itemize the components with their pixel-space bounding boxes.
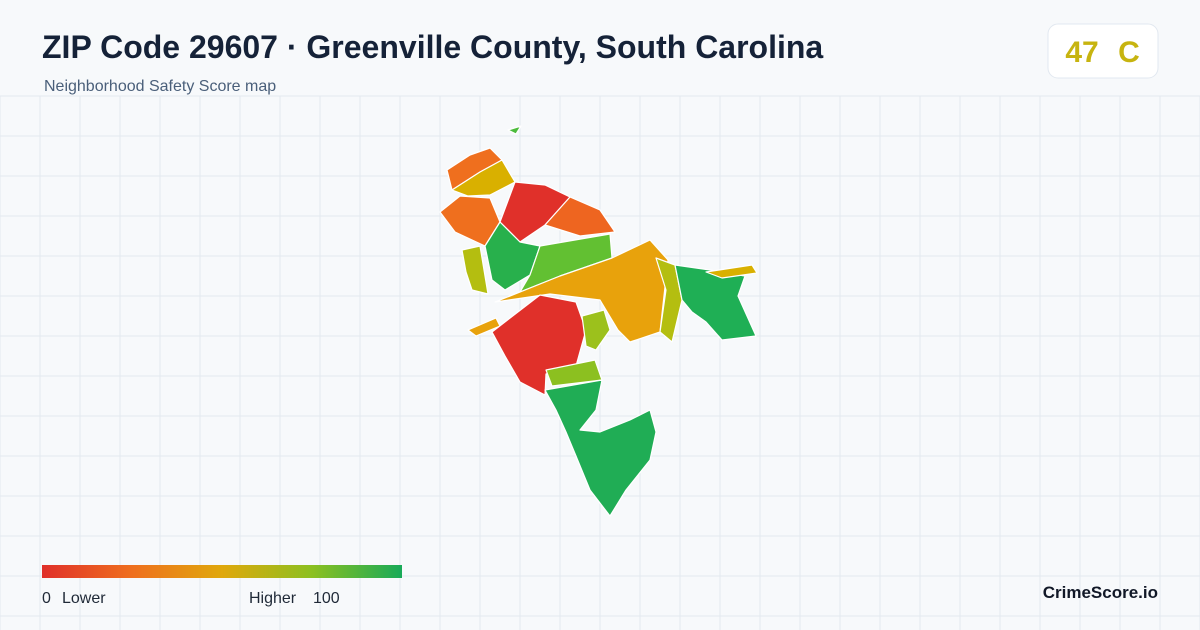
subtitle: Neighborhood Safety Score map [44, 78, 276, 95]
legend-min-label: Lower [62, 590, 106, 607]
map [439, 125, 758, 517]
legend-max-label: Higher [249, 590, 297, 607]
legend-min: 0 [42, 590, 51, 607]
brand: CrimeScore.io [1043, 583, 1158, 602]
legend-max: 100 [313, 590, 340, 607]
legend-gradient [42, 565, 402, 578]
score-grade: C [1118, 36, 1140, 69]
title: ZIP Code 29607 · Greenville County, Sout… [42, 29, 823, 65]
score-badge [1047, 23, 1159, 79]
grid [0, 95, 1200, 630]
score-value: 47 [1065, 36, 1098, 69]
